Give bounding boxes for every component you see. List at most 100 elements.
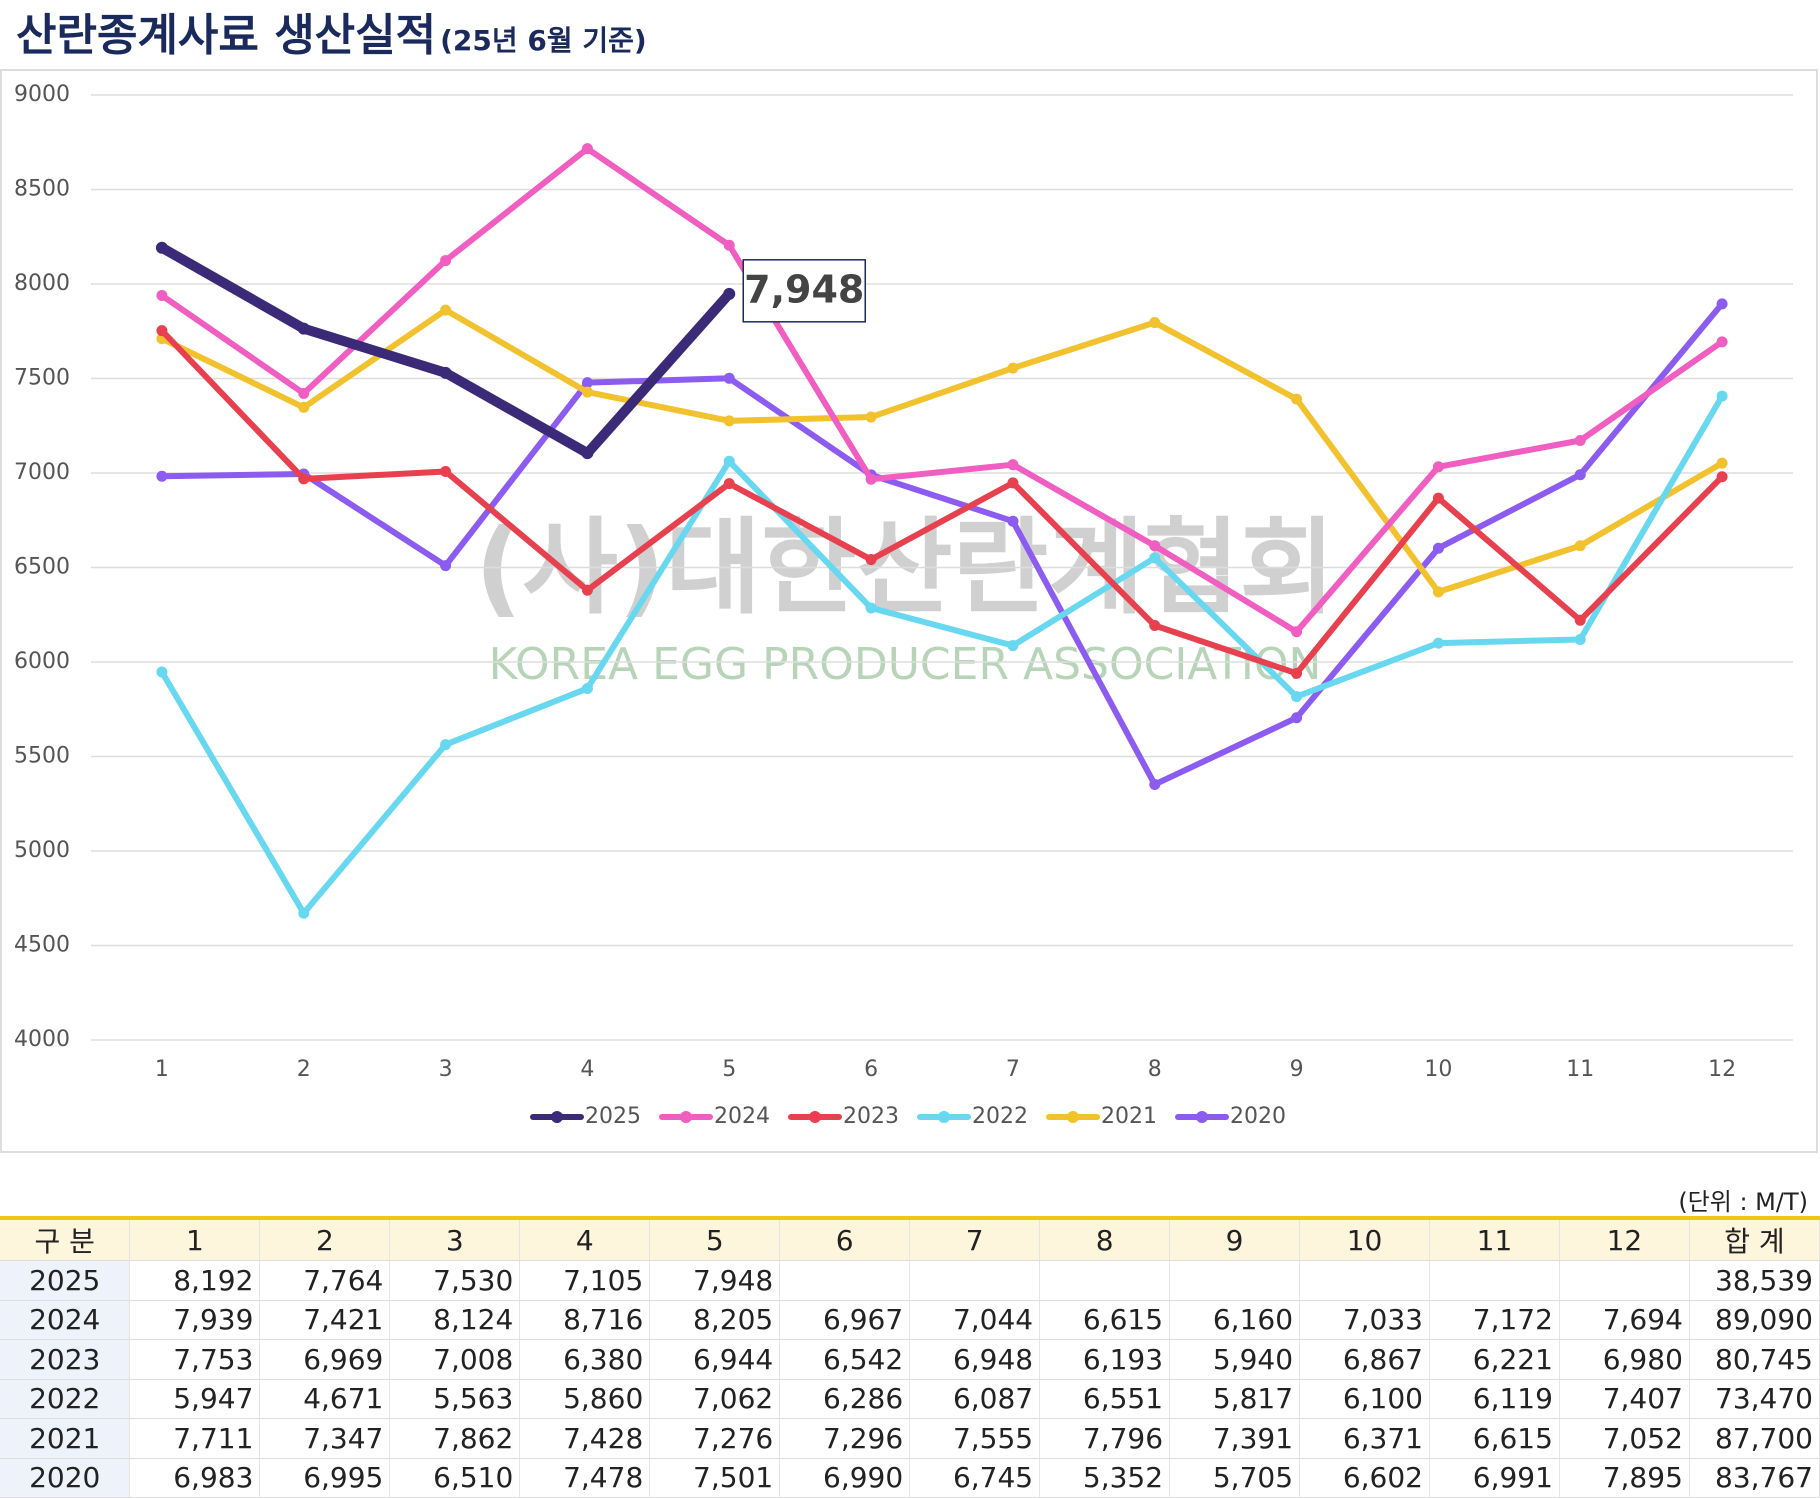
y-tick-label: 5000 <box>14 838 70 863</box>
table-cell: 7,407 <box>1559 1379 1690 1419</box>
y-tick-label: 6000 <box>14 649 70 674</box>
table-cell: 5,940 <box>1169 1339 1301 1380</box>
point <box>1149 552 1161 564</box>
legend-label: 2020 <box>1230 1104 1286 1129</box>
point <box>581 377 593 389</box>
chart-frame <box>0 69 1818 1153</box>
point <box>865 554 877 566</box>
table-cell: 87,700 <box>1689 1418 1820 1459</box>
table-cell: 5,860 <box>519 1379 651 1419</box>
table-cell: 73,470 <box>1689 1379 1820 1419</box>
x-tick-label: 9 <box>1290 1057 1304 1082</box>
table-cell: 6,948 <box>909 1339 1041 1380</box>
table-cell: 8,124 <box>389 1300 521 1340</box>
legend-dot <box>551 1111 563 1123</box>
table-cell: 구 분 <box>0 1216 131 1261</box>
legend-dot <box>938 1111 950 1123</box>
point <box>581 584 593 596</box>
table-cell: 6,380 <box>519 1339 651 1380</box>
point <box>723 415 735 427</box>
point <box>1149 620 1161 632</box>
table-cell: 7,105 <box>519 1260 651 1301</box>
table-cell: 38,539 <box>1689 1260 1820 1301</box>
table-cell <box>1039 1260 1171 1301</box>
point <box>1291 712 1303 724</box>
point <box>1432 542 1444 554</box>
table-cell: 6 <box>779 1216 911 1261</box>
x-tick-label: 5 <box>722 1057 736 1082</box>
point <box>1149 778 1161 790</box>
table-cell: 5 <box>649 1216 781 1261</box>
table-cell: 4 <box>519 1216 651 1261</box>
table-row: 2021 7,711 7,347 7,862 7,428 7,276 7,296 7,555 7… <box>0 1418 1820 1459</box>
table-cell: 2025 <box>0 1260 131 1301</box>
table-cell: 7,711 <box>129 1418 261 1459</box>
y-tick-label: 7500 <box>14 366 70 391</box>
table-cell: 6,160 <box>1169 1300 1301 1340</box>
table-cell: 7,555 <box>909 1418 1041 1459</box>
series-line <box>158 145 1726 635</box>
table-cell: 7,033 <box>1299 1300 1430 1340</box>
table-cell: 6,983 <box>129 1458 261 1498</box>
table-cell: 8,205 <box>649 1300 781 1340</box>
table-cell <box>1169 1260 1301 1301</box>
table-cell <box>909 1260 1041 1301</box>
table-cell: 6,991 <box>1429 1458 1560 1498</box>
table-cell: 6,615 <box>1429 1418 1560 1459</box>
point <box>581 447 594 460</box>
point <box>440 739 452 751</box>
legend-dot <box>809 1111 821 1123</box>
annotation-box <box>742 259 866 323</box>
point <box>723 372 735 384</box>
point <box>1432 492 1444 504</box>
point <box>865 602 877 614</box>
table-cell: 6,967 <box>779 1300 911 1340</box>
y-tick-label: 6500 <box>14 555 70 580</box>
watermark-sub: KOREA EGG PRODUCER ASSOCIATION <box>489 639 1322 690</box>
series-line <box>158 300 1726 788</box>
table-cell: 6,995 <box>259 1458 391 1498</box>
point <box>1291 691 1303 703</box>
x-tick-label: 12 <box>1708 1057 1736 1082</box>
legend-label: 2025 <box>585 1104 641 1129</box>
table-cell: 2021 <box>0 1418 131 1459</box>
point <box>1149 540 1161 552</box>
y-tick-label: 8500 <box>14 177 70 202</box>
table-cell: 7,939 <box>129 1300 261 1340</box>
point <box>1432 461 1444 473</box>
point <box>297 322 310 335</box>
point <box>1716 298 1728 310</box>
point <box>1574 614 1586 626</box>
series-line <box>158 393 1726 917</box>
table-cell: 7,948 <box>649 1260 781 1301</box>
table-cell: 7,052 <box>1559 1418 1690 1459</box>
table-cell: 7,862 <box>389 1418 521 1459</box>
table-cell: 6,221 <box>1429 1339 1560 1380</box>
point <box>1574 634 1586 646</box>
point <box>1432 637 1444 649</box>
point <box>298 387 310 399</box>
point <box>581 386 593 398</box>
table-row: 2024 7,939 7,421 8,124 8,716 8,205 6,967 7,044 6… <box>0 1300 1820 1340</box>
table-cell: 80,745 <box>1689 1339 1820 1380</box>
table-cell: 7,501 <box>649 1458 781 1498</box>
table-cell: 7,008 <box>389 1339 521 1380</box>
point <box>1007 459 1019 471</box>
x-tick-label: 2 <box>297 1057 311 1082</box>
table-cell: 7 <box>909 1216 1041 1261</box>
table-cell: 8,192 <box>129 1260 261 1301</box>
table-cell <box>1559 1260 1690 1301</box>
table-row: 구 분 1 2 3 4 5 6 7 8 9 10 11 12 합 계 <box>0 1216 1820 1261</box>
legend-dot <box>1067 1111 1079 1123</box>
table-cell: 7,478 <box>519 1458 651 1498</box>
y-tick-label: 8000 <box>14 271 70 296</box>
point <box>1007 515 1019 527</box>
table-cell: 6,193 <box>1039 1339 1171 1380</box>
table-cell: 2023 <box>0 1339 131 1380</box>
table-row: 2025 8,192 7,764 7,530 7,105 7,948 38,539 <box>0 1260 1820 1301</box>
point <box>865 473 877 485</box>
table-cell <box>1299 1260 1430 1301</box>
table-cell: 6,371 <box>1299 1418 1430 1459</box>
table-cell: 8,716 <box>519 1300 651 1340</box>
table-cell <box>779 1260 911 1301</box>
